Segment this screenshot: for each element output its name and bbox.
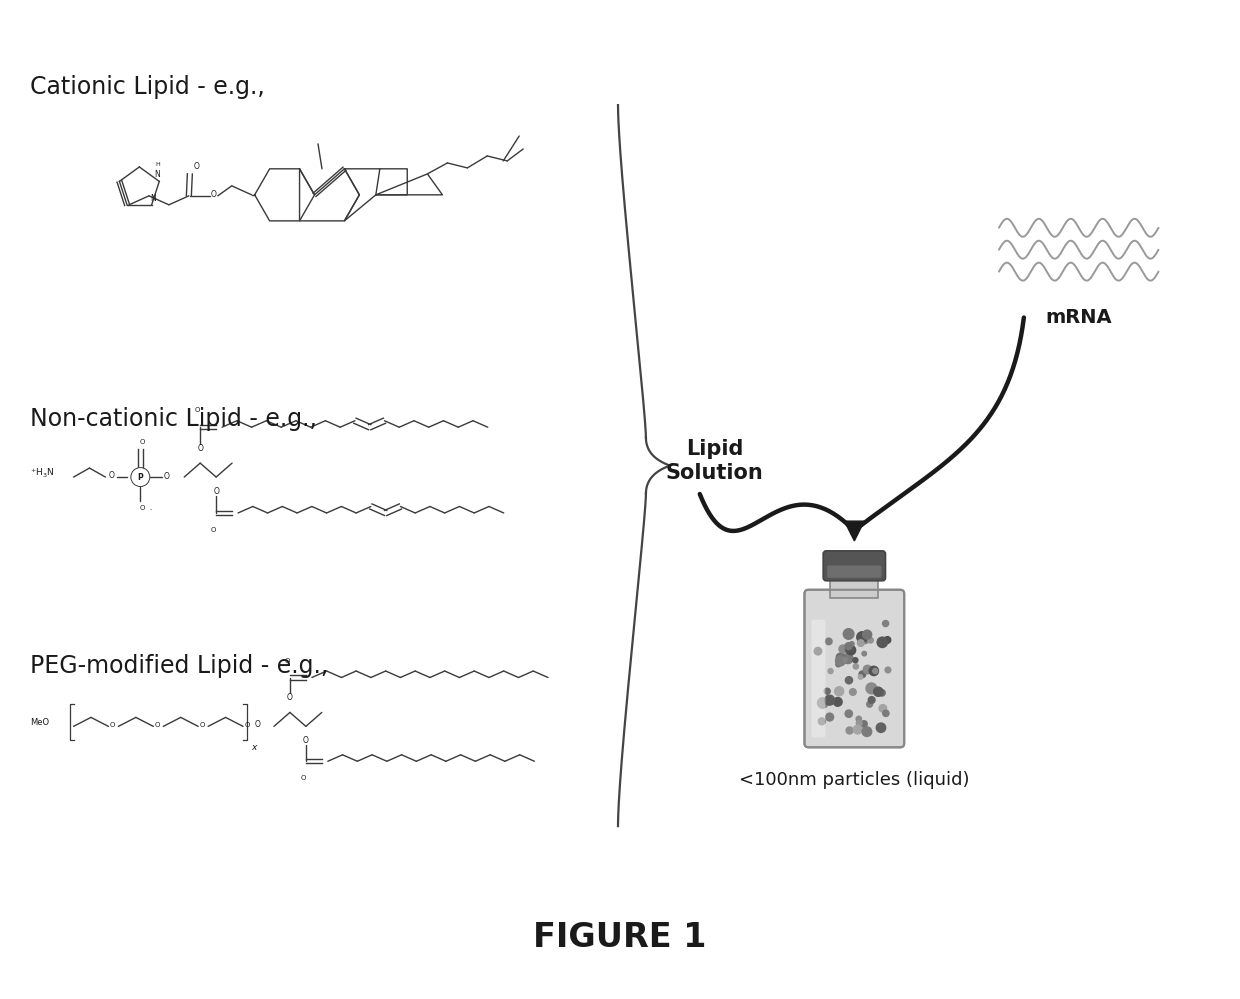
Text: O: O — [109, 722, 115, 728]
Text: Cationic Lipid - e.g.,: Cationic Lipid - e.g., — [30, 75, 264, 99]
Polygon shape — [844, 521, 864, 540]
Text: O: O — [284, 657, 290, 663]
Text: x: x — [250, 743, 257, 752]
Text: mRNA: mRNA — [1045, 308, 1112, 327]
Circle shape — [883, 710, 889, 716]
Circle shape — [866, 683, 877, 694]
Text: O: O — [197, 445, 203, 454]
Circle shape — [853, 725, 862, 734]
Text: Non-cationic Lipid - e.g.,: Non-cationic Lipid - e.g., — [30, 408, 316, 432]
Text: P: P — [138, 473, 143, 482]
Circle shape — [847, 645, 856, 654]
Circle shape — [846, 676, 853, 684]
Circle shape — [867, 701, 873, 707]
Circle shape — [885, 667, 890, 673]
Circle shape — [879, 689, 885, 696]
Circle shape — [856, 716, 862, 721]
Circle shape — [835, 686, 843, 695]
Text: O: O — [303, 736, 309, 745]
Circle shape — [877, 723, 885, 732]
Text: O: O — [140, 440, 145, 446]
Text: O: O — [244, 722, 249, 728]
Text: O: O — [300, 775, 305, 781]
Text: MeO: MeO — [30, 718, 48, 727]
Text: O: O — [193, 162, 200, 171]
Circle shape — [817, 697, 828, 708]
Text: PEG-modified Lipid - e.g.,: PEG-modified Lipid - e.g., — [30, 653, 327, 677]
Circle shape — [843, 653, 853, 663]
FancyBboxPatch shape — [805, 589, 904, 747]
Circle shape — [853, 664, 858, 669]
Circle shape — [873, 668, 878, 673]
Circle shape — [826, 713, 833, 721]
Circle shape — [825, 695, 835, 705]
Circle shape — [828, 668, 833, 673]
Circle shape — [836, 653, 844, 661]
Circle shape — [839, 645, 847, 653]
Text: O: O — [140, 504, 145, 510]
Text: <100nm particles (liquid): <100nm particles (liquid) — [739, 771, 970, 789]
Circle shape — [849, 641, 854, 646]
Text: O: O — [213, 488, 219, 497]
Circle shape — [818, 718, 826, 725]
Circle shape — [844, 642, 852, 649]
Circle shape — [825, 688, 831, 694]
Circle shape — [877, 637, 888, 647]
Bar — [831, 577, 878, 597]
Circle shape — [857, 631, 868, 642]
Circle shape — [826, 638, 832, 644]
Circle shape — [853, 657, 858, 662]
Text: O: O — [108, 471, 114, 480]
Circle shape — [131, 468, 150, 487]
Text: O: O — [195, 408, 200, 414]
Circle shape — [815, 647, 822, 655]
Text: O: O — [155, 722, 160, 728]
Circle shape — [874, 687, 883, 696]
Text: N: N — [155, 171, 160, 180]
Circle shape — [884, 636, 890, 643]
Circle shape — [868, 696, 875, 703]
Text: Lipid
Solution: Lipid Solution — [666, 440, 764, 484]
Circle shape — [836, 662, 841, 667]
FancyBboxPatch shape — [823, 550, 885, 580]
Circle shape — [868, 637, 873, 643]
Text: O: O — [211, 526, 216, 532]
Text: -: - — [149, 506, 151, 511]
Text: FIGURE 1: FIGURE 1 — [533, 921, 707, 954]
Circle shape — [883, 620, 889, 626]
Circle shape — [859, 671, 866, 677]
Circle shape — [833, 697, 842, 706]
Text: O: O — [164, 472, 169, 481]
Circle shape — [849, 688, 856, 695]
Circle shape — [869, 666, 878, 675]
Text: O: O — [211, 191, 217, 200]
Circle shape — [846, 644, 853, 653]
Circle shape — [857, 720, 862, 726]
Circle shape — [879, 704, 887, 712]
Circle shape — [862, 727, 872, 736]
Circle shape — [863, 665, 872, 673]
Circle shape — [858, 674, 863, 679]
Circle shape — [846, 710, 852, 717]
Circle shape — [846, 727, 853, 734]
Text: H: H — [155, 163, 160, 168]
Circle shape — [843, 628, 854, 639]
FancyBboxPatch shape — [811, 619, 826, 737]
Text: $^{+}$H$_{3}$N: $^{+}$H$_{3}$N — [30, 467, 55, 480]
Circle shape — [861, 720, 867, 727]
Circle shape — [843, 657, 847, 662]
Text: O: O — [286, 693, 293, 702]
Circle shape — [863, 630, 872, 639]
Circle shape — [836, 655, 846, 665]
Text: N: N — [150, 194, 156, 203]
Text: O: O — [200, 722, 205, 728]
Circle shape — [862, 651, 867, 656]
Text: O: O — [255, 720, 260, 729]
Circle shape — [861, 634, 869, 643]
Circle shape — [858, 639, 864, 646]
FancyBboxPatch shape — [827, 565, 882, 577]
